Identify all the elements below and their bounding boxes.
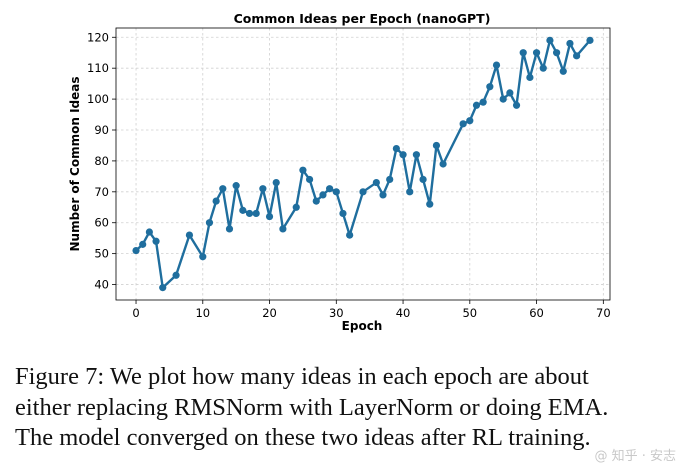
data-point	[586, 36, 594, 44]
x-axis-label: Epoch	[342, 319, 383, 333]
x-tick-label: 40	[396, 306, 411, 320]
data-point	[532, 49, 541, 57]
data-point	[252, 209, 260, 218]
data-point	[432, 141, 441, 150]
data-point	[573, 52, 581, 60]
data-point	[546, 36, 554, 44]
line-chart-figure: 0 10 20 30 40 50 60 70 40 50 60 70 80 90 100 110 120 Com…	[68, 11, 611, 333]
x-tick-label: 0	[132, 306, 139, 320]
y-tick-label: 80	[94, 154, 109, 168]
data-point	[152, 237, 160, 245]
data-point	[272, 178, 280, 187]
data-point	[419, 175, 427, 184]
data-point	[279, 225, 287, 233]
data-point	[339, 209, 347, 218]
data-point	[512, 101, 521, 109]
data-point	[519, 49, 527, 57]
data-point	[426, 200, 434, 208]
data-point	[499, 95, 507, 103]
data-point	[225, 225, 234, 233]
data-point	[139, 240, 147, 248]
chart-title: Common Ideas per Epoch (nanoGPT)	[234, 11, 491, 26]
y-tick-label: 110	[87, 61, 109, 75]
data-point	[359, 188, 367, 196]
data-point	[312, 197, 320, 205]
data-point	[319, 191, 327, 199]
data-point	[185, 231, 194, 239]
data-point	[392, 144, 400, 153]
data-point	[492, 61, 501, 69]
data-point	[205, 219, 214, 227]
y-tick-label: 70	[94, 185, 109, 199]
data-point	[486, 83, 494, 91]
y-tick-label: 100	[87, 92, 109, 106]
data-point	[326, 185, 334, 193]
data-point	[412, 151, 421, 159]
point-layer	[132, 36, 594, 292]
data-point	[506, 89, 514, 97]
data-point	[559, 67, 567, 75]
y-tick-label: 60	[94, 216, 109, 230]
data-point	[466, 117, 474, 125]
data-point	[372, 178, 380, 187]
data-point	[459, 120, 467, 128]
data-point	[299, 166, 307, 174]
data-point	[406, 188, 414, 196]
series-line	[135, 39, 591, 289]
data-point	[305, 175, 314, 184]
x-tick-label: 10	[195, 306, 210, 320]
line-chart: 0 10 20 30 40 50 60 70 40 50 60 70 80 90 100 110 120 Com…	[68, 11, 611, 333]
data-point	[479, 98, 487, 106]
grid-layer	[116, 28, 610, 300]
y-axis-label: Number of Common Ideas	[68, 76, 82, 251]
data-point	[292, 203, 300, 211]
data-point	[199, 253, 207, 261]
data-point	[159, 284, 167, 292]
data-point	[379, 191, 387, 199]
data-point	[552, 49, 561, 57]
data-point	[566, 39, 574, 48]
data-point	[346, 231, 354, 239]
x-tick-label: 50	[462, 306, 477, 320]
data-point	[386, 175, 394, 184]
data-point	[439, 160, 447, 168]
watermark: @ 知乎 · 安志	[594, 449, 676, 464]
x-tick-label: 20	[262, 306, 277, 320]
data-point	[145, 228, 153, 236]
data-point	[259, 185, 267, 193]
data-point	[265, 212, 274, 221]
x-tick-label: 70	[596, 306, 611, 320]
data-point	[539, 64, 547, 72]
data-point	[332, 188, 340, 196]
x-tick-label: 60	[529, 306, 544, 320]
data-point	[172, 271, 180, 279]
data-point	[212, 197, 220, 205]
data-point	[132, 246, 140, 255]
plot-frame	[115, 27, 611, 301]
tick-layer: 0 10 20 30 40 50 60 70 40 50 60 70 80 90 100 110 120	[87, 30, 611, 320]
data-point	[472, 101, 481, 109]
x-tick-label: 30	[329, 306, 344, 320]
data-point	[232, 182, 240, 190]
data-point	[239, 206, 247, 214]
data-point	[526, 73, 534, 82]
figure-caption: Figure 7: We plot how many ideas in each…	[15, 363, 609, 451]
y-tick-label: 40	[94, 278, 109, 292]
data-point	[219, 185, 227, 193]
y-tick-label: 50	[94, 247, 109, 261]
y-tick-label: 90	[94, 123, 109, 137]
data-point	[399, 151, 407, 159]
y-tick-label: 120	[87, 30, 109, 44]
data-point	[245, 209, 254, 218]
